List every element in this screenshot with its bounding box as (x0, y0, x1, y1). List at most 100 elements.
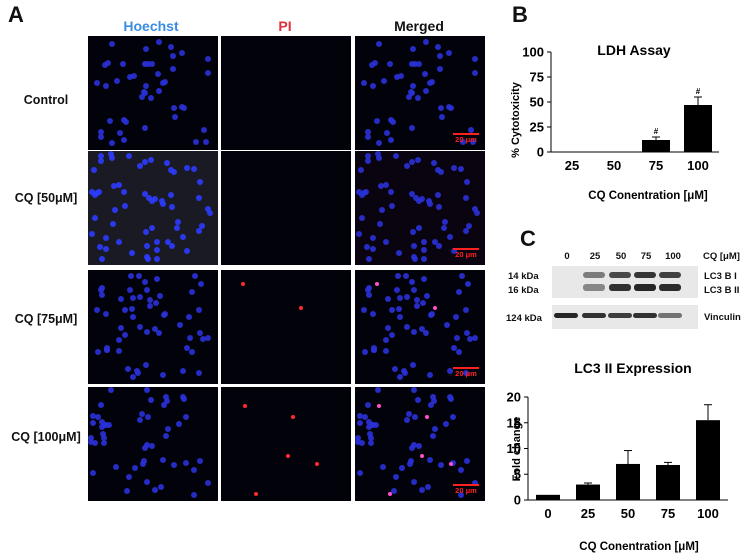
nucleus (169, 52, 176, 59)
pi-positive-cell (286, 454, 290, 458)
x-tick-label: 75 (661, 506, 675, 521)
x-tick-label: 25 (581, 506, 595, 521)
micrograph-hoechst-row-1 (88, 36, 218, 150)
nucleus (88, 438, 95, 445)
nucleus (154, 71, 161, 78)
nucleus (188, 348, 195, 355)
nucleus (90, 167, 97, 174)
nucleus (394, 286, 401, 293)
nucleus (471, 56, 478, 63)
nucleus (192, 138, 199, 145)
pi-positive-cell (243, 404, 247, 408)
lc3b-i-band (609, 272, 631, 278)
nucleus (128, 305, 135, 312)
nucleus (116, 239, 123, 246)
nucleus (463, 306, 470, 313)
nucleus (375, 151, 382, 158)
nucleus (409, 45, 416, 52)
nucleus (147, 396, 154, 403)
nucleus (184, 345, 191, 352)
nucleus (94, 414, 101, 421)
nucleus (404, 162, 411, 169)
nucleus (431, 426, 438, 433)
micrograph-merged-row-3: 20 μm (355, 270, 485, 384)
nucleus (411, 478, 418, 485)
nucleus (108, 387, 115, 394)
nucleus (360, 79, 367, 86)
nucleus (120, 137, 127, 144)
mw-marker-124kda: 124 kDa (506, 313, 542, 324)
nucleus (419, 195, 426, 202)
nucleus (97, 129, 104, 136)
nucleus (369, 246, 376, 253)
nucleus (148, 225, 155, 232)
pi-positive-cell (315, 462, 319, 466)
nucleus (393, 153, 400, 160)
nucleus (198, 222, 205, 229)
x-tick-label: 25 (565, 158, 579, 173)
nucleus (171, 104, 178, 111)
nucleus (146, 302, 153, 309)
nucleus (179, 233, 186, 240)
nucleus (143, 328, 150, 335)
bar (656, 464, 680, 500)
nucleus (104, 345, 111, 352)
x-tick-label: 50 (607, 158, 621, 173)
nucleus (177, 322, 184, 329)
lc3-blot-strip (552, 266, 698, 298)
nucleus (147, 95, 154, 102)
nucleus (395, 305, 402, 312)
nucleus (202, 138, 209, 145)
nucleus (89, 231, 96, 238)
nucleus (376, 41, 383, 48)
nucleus (408, 88, 415, 95)
nucleus (153, 275, 160, 282)
nucleus (128, 272, 135, 279)
nucleus (383, 239, 390, 246)
nucleus (171, 114, 178, 121)
vinculin-band (658, 313, 682, 318)
lc3b-i-band (583, 272, 605, 278)
nucleus (468, 127, 475, 134)
nucleus (110, 183, 117, 190)
nucleus (102, 246, 109, 253)
nucleus (412, 61, 419, 68)
micrograph-hoechst-row-4 (88, 387, 218, 501)
x-tick-label: 50 (621, 506, 635, 521)
nucleus (117, 129, 124, 136)
nucleus (424, 292, 431, 299)
nucleus (406, 94, 413, 101)
nucleus (415, 60, 422, 67)
nucleus (120, 189, 127, 196)
nucleus (411, 441, 418, 448)
nucleus (116, 182, 123, 189)
nucleus (456, 288, 463, 295)
nucleus (379, 206, 386, 213)
y-axis-label: % Cytotoxicity (510, 81, 522, 158)
panel-b-letter: B (512, 2, 528, 27)
nucleus (444, 322, 451, 329)
nucleus (397, 373, 404, 380)
nucleus (98, 255, 105, 262)
nucleus (358, 439, 365, 446)
nucleus (201, 127, 208, 134)
nucleus (185, 313, 192, 320)
nucleus (169, 65, 176, 72)
nucleus (411, 413, 418, 420)
nucleus (137, 162, 144, 169)
nucleus (114, 77, 121, 84)
nucleus (121, 332, 128, 339)
nucleus (112, 464, 119, 471)
nucleus (410, 229, 417, 236)
scale-bar-line (453, 248, 479, 250)
nucleus (408, 158, 415, 165)
nucleus (375, 387, 382, 394)
nucleus (420, 299, 427, 306)
nucleus (155, 38, 162, 45)
nucleus (397, 73, 404, 80)
nucleus (197, 330, 204, 337)
nucleus (370, 311, 377, 318)
nucleus (452, 313, 459, 320)
nucleus (415, 443, 422, 450)
nucleus (205, 334, 212, 341)
